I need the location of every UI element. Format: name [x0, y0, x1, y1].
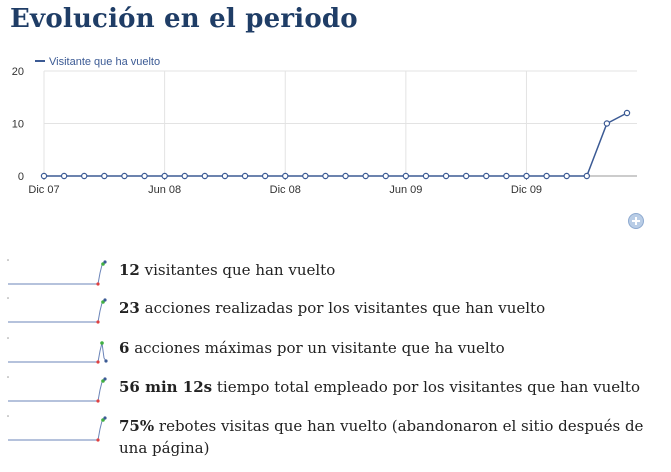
data-point[interactable] [221, 172, 229, 180]
zoom-in-icon[interactable] [628, 213, 644, 229]
sparkline[interactable] [6, 374, 114, 406]
data-point[interactable] [121, 172, 128, 180]
data-point[interactable] [503, 172, 510, 180]
data-point[interactable] [181, 172, 188, 180]
metric-text: 56 min 12s tiempo total empleado por los… [119, 376, 649, 398]
x-tick-label: Jun 08 [148, 184, 181, 196]
page-title: Evolución en el periodo [10, 4, 358, 34]
data-point[interactable] [161, 172, 168, 180]
x-tick-label: Dic 07 [28, 184, 59, 196]
metric-text: 23 acciones realizadas por los visitante… [119, 297, 649, 319]
data-point[interactable] [442, 172, 450, 180]
sparkline[interactable] [6, 335, 114, 367]
data-point[interactable] [603, 120, 611, 127]
data-point[interactable] [302, 172, 309, 180]
data-point[interactable] [40, 172, 48, 180]
sparkline[interactable] [6, 257, 114, 289]
data-point[interactable] [101, 172, 108, 180]
data-point[interactable] [261, 172, 269, 180]
line-chart: Visitante que ha vuelto 0 10 20 Dic 07 Jun 0… [12, 56, 637, 196]
x-tick-label: Dic 08 [270, 184, 301, 196]
data-point[interactable] [342, 172, 349, 180]
data-point[interactable] [523, 172, 530, 180]
data-point[interactable] [483, 172, 490, 180]
metric-label: rebotes visitas que han vuelto (abandona… [119, 417, 644, 457]
legend-label: Visitante que ha vuelto [49, 56, 160, 68]
data-point[interactable] [241, 172, 249, 180]
series-line [44, 112, 628, 177]
x-tick-label: Dic 09 [511, 184, 542, 196]
metric-value: 75% [119, 417, 155, 435]
data-point[interactable] [543, 172, 550, 180]
data-point[interactable] [422, 172, 430, 180]
metric-text: 12 visitantes que han vuelto [119, 259, 649, 281]
data-point[interactable] [81, 172, 88, 180]
data-point[interactable] [282, 172, 289, 180]
sparkline[interactable] [6, 413, 114, 445]
y-tick-label: 10 [12, 119, 24, 131]
metric-text: 75% rebotes visitas que han vuelto (aban… [119, 415, 649, 459]
y-tick-label: 0 [18, 171, 24, 183]
x-tick-label: Jun 09 [389, 184, 422, 196]
data-point[interactable] [322, 172, 329, 180]
sparkline[interactable] [6, 295, 114, 327]
metric-label: visitantes que han vuelto [139, 261, 336, 279]
data-point[interactable] [141, 172, 148, 180]
metric-text: 6 acciones máximas por un visitante que … [119, 337, 649, 359]
metric-value: 12 [119, 261, 140, 279]
metric-label: tiempo total empleado por los visitantes… [212, 378, 640, 396]
data-point[interactable] [60, 172, 68, 180]
data-point[interactable] [623, 109, 631, 117]
data-point[interactable] [201, 172, 209, 180]
metric-label: acciones máximas por un visitante que ha… [129, 339, 505, 357]
data-point[interactable] [402, 172, 410, 180]
metric-value: 6 [119, 339, 130, 357]
metric-value: 56 min 12s [119, 378, 213, 396]
data-point[interactable] [382, 172, 389, 180]
data-point[interactable] [362, 172, 369, 180]
y-tick-label: 20 [12, 66, 24, 78]
data-point[interactable] [563, 172, 570, 180]
metric-label: acciones realizadas por los visitantes q… [139, 299, 546, 317]
data-point[interactable] [462, 172, 470, 180]
data-point[interactable] [583, 172, 590, 180]
chart-legend[interactable]: Visitante que ha vuelto [35, 56, 160, 68]
metric-value: 23 [119, 299, 140, 317]
